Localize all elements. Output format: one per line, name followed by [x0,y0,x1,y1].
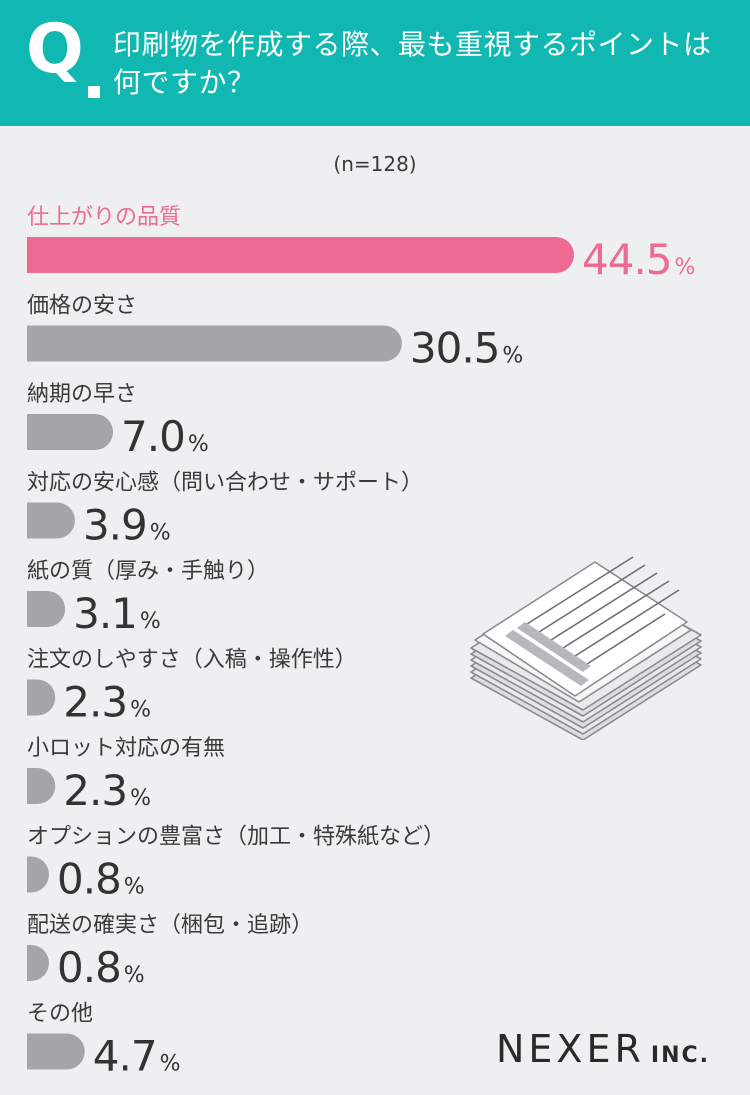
value-label: 44.5% [582,235,695,284]
category-label: 注文のしやすさ（入稿・操作性） [27,648,357,673]
value-label: 3.9% [83,501,171,550]
bar [27,414,114,450]
bar [27,1033,85,1070]
category-label: 価格の安さ [27,294,137,319]
category-label: 納期の早さ [27,382,137,407]
category-label: 仕上がりの品質 [27,205,181,230]
bar [27,679,56,716]
sample-size: (n=128) [333,152,417,176]
bar [27,768,56,804]
value-label: 4.7% [93,1032,181,1081]
value-label: 0.8% [57,855,145,904]
category-label: 配送の確実さ（梱包・追跡） [27,913,313,938]
value-label: 2.3% [63,678,151,727]
bar [27,856,49,893]
category-label: 対応の安心感（問い合わせ・サポート） [27,471,423,496]
value-label: 0.8% [57,943,145,992]
value-label: 3.1% [73,589,161,638]
bar [27,237,574,273]
value-label: 2.3% [63,766,151,815]
bar [27,591,66,627]
value-label: 30.5% [410,324,523,373]
bar [27,325,402,362]
paper-stack-icon [470,556,702,740]
value-label: 7.0% [121,412,209,461]
bar [27,945,49,981]
category-label: その他 [27,1002,93,1027]
logo-sub-text: INC. [650,1043,710,1068]
category-label: 小ロット対応の有無 [27,736,225,761]
category-label: オプションの豊富さ（加工・特殊紙など） [27,825,445,850]
question-header: Q 印刷物を作成する際、最も重視するポイントは何ですか？ [0,0,750,126]
question-text: 印刷物を作成する際、最も重視するポイントは何ですか？ [113,28,712,99]
category-label: 紙の質（厚み・手触り） [27,559,269,584]
question-mark-dot [88,86,100,98]
company-logo: NEXER INC. [496,1030,710,1068]
question-mark: Q [26,10,84,89]
bar [27,502,75,539]
logo-main-text: NEXER [496,1027,645,1071]
